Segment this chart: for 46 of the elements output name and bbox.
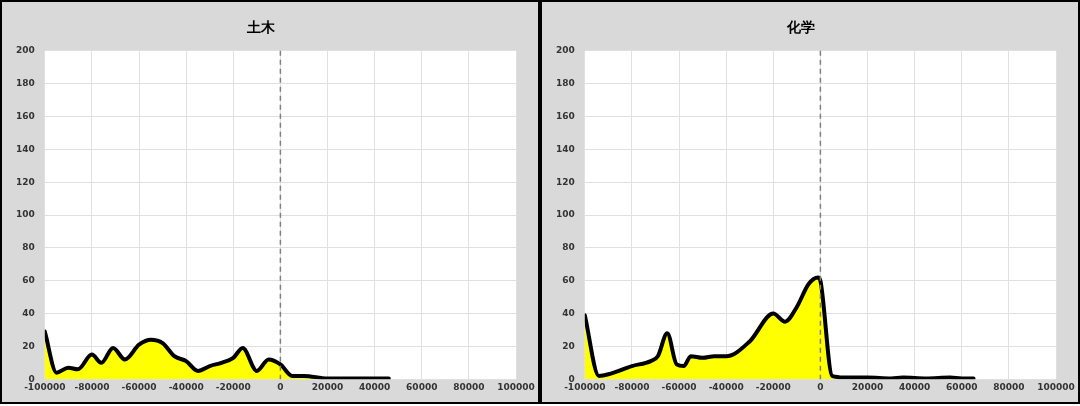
y-tick-label: 60 xyxy=(22,275,35,286)
y-tick-label: 40 xyxy=(22,307,35,318)
y-tick-label: 100 xyxy=(15,209,35,220)
y-tick-label: 140 xyxy=(15,143,35,154)
x-tick-label: -20000 xyxy=(215,381,251,392)
y-tick-label: 100 xyxy=(555,209,575,220)
chart-title: 化学 xyxy=(786,19,815,36)
y-tick-label: 80 xyxy=(562,242,575,253)
x-tick-label: -40000 xyxy=(708,381,744,392)
y-tick-label: 80 xyxy=(22,242,35,253)
x-tick-label: -40000 xyxy=(168,381,204,392)
x-tick-label: -60000 xyxy=(121,381,157,392)
x-tick-label: 40000 xyxy=(358,381,391,392)
x-tick-label: -100000 xyxy=(564,381,606,392)
x-tick-label: -60000 xyxy=(661,381,697,392)
x-tick-label: -80000 xyxy=(74,381,110,392)
y-tick-label: 60 xyxy=(562,275,575,286)
x-tick-label: -100000 xyxy=(24,381,66,392)
y-tick-label: 180 xyxy=(15,77,35,88)
y-tick-label: 180 xyxy=(555,77,575,88)
x-tick-label: 100000 xyxy=(1037,381,1075,392)
x-tick-label: 60000 xyxy=(946,381,978,392)
x-tick-label: 20000 xyxy=(851,381,884,392)
y-tick-label: 200 xyxy=(15,45,35,56)
y-tick-label: 0 xyxy=(28,373,35,384)
y-tick-label: 20 xyxy=(22,340,35,351)
y-tick-label: 120 xyxy=(555,176,575,187)
x-tick-label: -80000 xyxy=(614,381,650,392)
y-tick-label: 160 xyxy=(15,110,35,121)
chart-title: 土木 xyxy=(246,19,276,36)
x-tick-label: 20000 xyxy=(311,381,344,392)
y-tick-label: 120 xyxy=(15,176,35,187)
y-tick-label: 0 xyxy=(568,373,575,384)
x-tick-label: 40000 xyxy=(898,381,931,392)
x-tick-label: -20000 xyxy=(755,381,791,392)
y-tick-label: 140 xyxy=(555,143,575,154)
x-tick-label: 0 xyxy=(817,381,824,392)
x-tick-label: 100000 xyxy=(497,381,535,392)
x-tick-label: 80000 xyxy=(993,381,1025,392)
y-tick-label: 160 xyxy=(555,110,575,121)
y-tick-label: 20 xyxy=(562,340,575,351)
x-tick-label: 0 xyxy=(277,381,284,392)
x-tick-label: 80000 xyxy=(453,381,485,392)
y-tick-label: 200 xyxy=(555,45,575,56)
y-tick-label: 40 xyxy=(562,307,575,318)
x-tick-label: 60000 xyxy=(406,381,438,392)
